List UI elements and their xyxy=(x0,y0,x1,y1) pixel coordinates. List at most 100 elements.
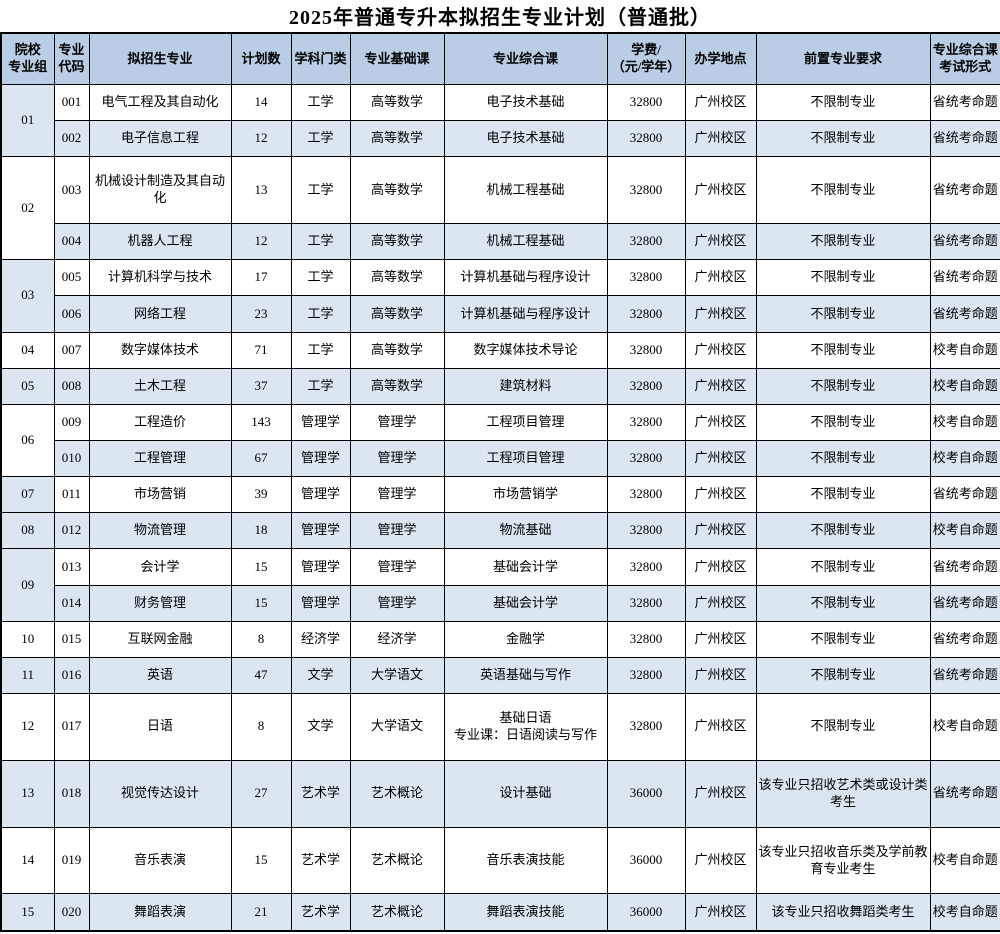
category-cell: 艺术学 xyxy=(290,826,351,895)
prereq-cell: 不限制专业 xyxy=(755,259,931,297)
category-cell: 艺术学 xyxy=(290,759,351,828)
tuition-cell: 32800 xyxy=(606,295,686,333)
major-cell: 工程造价 xyxy=(88,403,232,441)
column-header: 专业综合课 考试形式 xyxy=(929,32,1000,85)
category-cell: 管理学 xyxy=(290,476,351,514)
major-cell: 会计学 xyxy=(88,548,232,586)
group-cell: 01 xyxy=(0,83,55,158)
table-row: 02 003 机械设计制造及其自动化 13 工学 高等数学 机械工程基础 32800 广州校区不… xyxy=(0,156,1000,261)
code-cell: 003 xyxy=(53,156,90,225)
exam-form-cell: 省统考命题 xyxy=(929,759,1000,828)
location-cell: 广州校区 xyxy=(684,512,757,550)
table-row: 05 008 土木工程 37 工学 高等数学 建筑材料 32800 广州校区 不限制专业 校考自命题 xyxy=(0,367,1000,405)
category-cell: 工学 xyxy=(290,331,351,369)
table-row: 03 005 计算机科学与技术 17 工学 高等数学 计算机基础与程序设计 32800 广州校区… xyxy=(0,259,1000,333)
basic-course-cell: 高等数学 xyxy=(349,156,445,225)
exam-form-cell: 校考自命题 xyxy=(929,367,1000,405)
major-cell: 英语 xyxy=(88,656,232,694)
location-cell: 广州校区 xyxy=(684,259,757,297)
plan-cell: 71 xyxy=(230,331,292,369)
category-cell: 管理学 xyxy=(290,512,351,550)
table-row: 04 007 数字媒体技术 71 工学 高等数学 数字媒体技术导论 32800 广州校区 不限制专… xyxy=(0,331,1000,369)
basic-course-cell: 艺术概论 xyxy=(349,759,445,828)
prereq-cell: 不限制专业 xyxy=(755,156,931,225)
plan-cell: 15 xyxy=(230,826,292,895)
major-cell: 视觉传达设计 xyxy=(88,759,232,828)
major-cell: 财务管理 xyxy=(88,584,232,622)
basic-course-cell: 管理学 xyxy=(349,476,445,514)
comprehensive-course-cell: 机械工程基础 xyxy=(443,156,608,225)
basic-course-cell: 管理学 xyxy=(349,439,445,478)
location-cell: 广州校区 xyxy=(684,295,757,333)
column-header: 计划数 xyxy=(230,32,292,85)
location-cell: 广州校区 xyxy=(684,367,757,405)
basic-course-cell: 艺术概论 xyxy=(349,826,445,895)
comprehensive-course-cell: 基础会计学 xyxy=(443,584,608,622)
comprehensive-course-cell: 基础会计学 xyxy=(443,548,608,586)
tuition-cell: 36000 xyxy=(606,759,686,828)
table-body: 01 001 电气工程及其自动化 14 工学 高等数学 电子技术基础 32800 广州校区 不限制… xyxy=(0,83,1000,932)
column-header: 学费/ （元/学年） xyxy=(606,32,686,85)
location-cell: 广州校区 xyxy=(684,439,757,478)
code-cell: 001 xyxy=(53,83,90,122)
prereq-cell: 不限制专业 xyxy=(755,295,931,333)
location-cell: 广州校区 xyxy=(684,893,757,932)
group-cell: 10 xyxy=(0,620,55,658)
plan-cell: 13 xyxy=(230,156,292,225)
exam-form-cell: 省统考命题 xyxy=(929,548,1000,586)
category-cell: 工学 xyxy=(290,120,351,158)
table-row: 13 018 视觉传达设计 27 艺术学 艺术概论 设计基础 36000 广州校区 该专业只招收艺… xyxy=(0,759,1000,828)
prereq-cell: 不限制专业 xyxy=(755,367,931,405)
prereq-cell: 不限制专业 xyxy=(755,223,931,261)
plan-cell: 8 xyxy=(230,620,292,658)
comprehensive-course-cell: 电子技术基础 xyxy=(443,83,608,122)
tuition-cell: 32800 xyxy=(606,476,686,514)
plan-cell: 15 xyxy=(230,548,292,586)
table-row: 11 016 英语 47 文学 大学语文 英语基础与写作 32800 广州校区 不限制专业 省统考命… xyxy=(0,656,1000,694)
comprehensive-course-cell: 音乐表演技能 xyxy=(443,826,608,895)
category-cell: 工学 xyxy=(290,295,351,333)
exam-form-cell: 省统考命题 xyxy=(929,156,1000,225)
table-row: 15 020 舞蹈表演 21 艺术学 艺术概论 舞蹈表演技能 36000 广州校区 该专业只招收舞… xyxy=(0,893,1000,932)
comprehensive-course-cell: 工程项目管理 xyxy=(443,403,608,441)
group-cell: 14 xyxy=(0,826,55,895)
major-cell: 日语 xyxy=(88,692,232,761)
column-header: 专业 代码 xyxy=(53,32,90,85)
table-row: 004 机器人工程 12 工学 高等数学 机械工程基础 32800 广州校区 不限制专业 省统考命… xyxy=(1,223,1000,261)
group-cell: 09 xyxy=(0,548,55,622)
table-row: 010 工程管理 67 管理学 管理学 工程项目管理 32800 广州校区 不限制专业 校考自命题 xyxy=(1,439,1000,478)
code-cell: 016 xyxy=(53,656,90,694)
prereq-cell: 该专业只招收艺术类或设计类考生 xyxy=(755,759,931,828)
plan-cell: 21 xyxy=(230,893,292,932)
table-row: 12 017 日语 8 文学 大学语文 基础日语 专业课：日语阅读与写作 32800 广州校区不… xyxy=(0,692,1000,761)
major-cell: 音乐表演 xyxy=(88,826,232,895)
admission-plan-table: 院校 专业组 专业 代码 拟招生专业 计划数 学科门类 专业基础课 专业综合课 学费/ （元/… xyxy=(0,32,1000,932)
exam-form-cell: 省统考命题 xyxy=(929,120,1000,158)
prereq-cell: 不限制专业 xyxy=(755,439,931,478)
major-cell: 计算机科学与技术 xyxy=(88,259,232,297)
basic-course-cell: 大学语文 xyxy=(349,656,445,694)
category-cell: 文学 xyxy=(290,656,351,694)
exam-form-cell: 省统考命题 xyxy=(929,620,1000,658)
basic-course-cell: 大学语文 xyxy=(349,692,445,761)
comprehensive-course-cell: 计算机基础与程序设计 xyxy=(443,295,608,333)
exam-form-cell: 校考自命题 xyxy=(929,439,1000,478)
prereq-cell: 不限制专业 xyxy=(755,120,931,158)
exam-form-cell: 校考自命题 xyxy=(929,331,1000,369)
comprehensive-course-cell: 市场营销学 xyxy=(443,476,608,514)
basic-course-cell: 高等数学 xyxy=(349,223,445,261)
comprehensive-course-cell: 设计基础 xyxy=(443,759,608,828)
prereq-cell: 不限制专业 xyxy=(755,692,931,761)
table-row: 002 电子信息工程 12 工学 高等数学 电子技术基础 32800 广州校区 不限制专业 省统考… xyxy=(1,120,1000,158)
plan-cell: 18 xyxy=(230,512,292,550)
location-cell: 广州校区 xyxy=(684,331,757,369)
comprehensive-course-cell: 计算机基础与程序设计 xyxy=(443,259,608,297)
tuition-cell: 36000 xyxy=(606,893,686,932)
group-cell: 12 xyxy=(0,692,55,761)
basic-course-cell: 高等数学 xyxy=(349,83,445,122)
category-cell: 管理学 xyxy=(290,439,351,478)
exam-form-cell: 校考自命题 xyxy=(929,826,1000,895)
tuition-cell: 32800 xyxy=(606,403,686,441)
category-cell: 文学 xyxy=(290,692,351,761)
prereq-cell: 该专业只招收舞蹈类考生 xyxy=(755,893,931,932)
